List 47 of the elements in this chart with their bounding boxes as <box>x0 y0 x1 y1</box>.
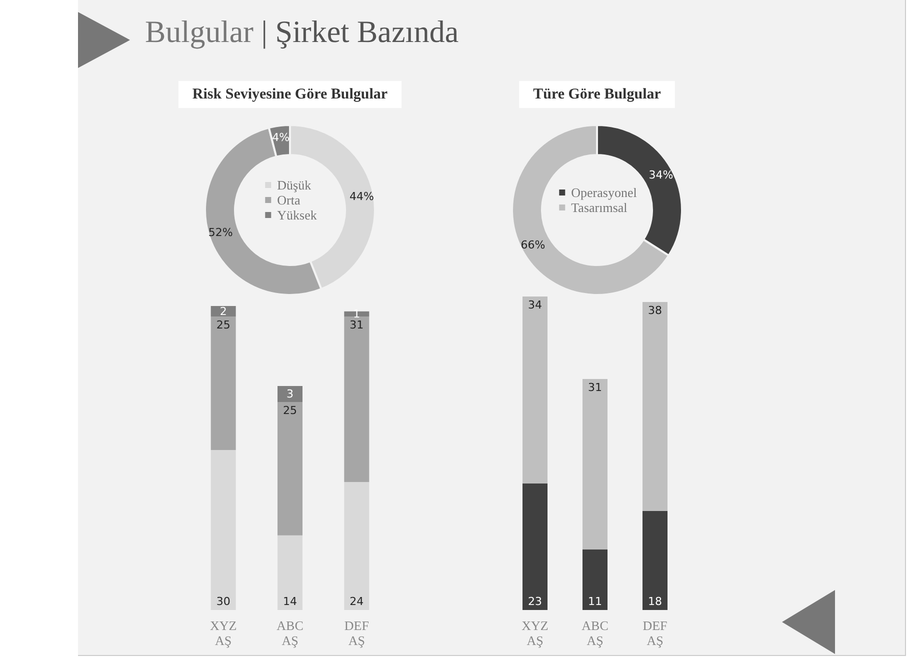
data-label: 25 <box>283 404 297 417</box>
data-label: 25 <box>216 318 230 332</box>
data-label: 11 <box>588 595 602 608</box>
data-label: 38 <box>648 304 662 317</box>
bar <box>582 379 608 550</box>
data-label: 4% <box>272 131 290 144</box>
bar <box>344 482 370 610</box>
x-tick-label: DEF AŞ <box>642 618 668 648</box>
x-tick-label: ABC AŞ <box>582 618 608 648</box>
data-label: 18 <box>648 595 662 608</box>
text: Bulgular | Şirket Bazında <box>145 14 459 50</box>
x-tick-label: XYZ AŞ <box>210 618 237 648</box>
data-label: 14 <box>283 595 297 608</box>
x-tick-label: DEF AŞ <box>344 618 369 648</box>
data-label: 2 <box>220 304 227 318</box>
bar <box>278 535 302 610</box>
bar <box>582 550 608 610</box>
data-label: 31 <box>588 381 602 394</box>
legend-label: Operasyonel <box>571 185 638 200</box>
chart-title: Risk Seviyesine Göre Bulgular <box>192 86 388 102</box>
data-label: 52% <box>208 226 233 240</box>
data-label: 34 <box>528 298 542 312</box>
data-label: 31 <box>350 318 364 332</box>
bar <box>642 511 668 610</box>
data-label: 66% <box>520 238 546 252</box>
chart-title: Türe Göre Bulgular <box>533 86 662 102</box>
bar <box>522 484 548 610</box>
bar <box>210 316 236 450</box>
data-label: 30 <box>216 595 230 608</box>
bar <box>278 386 302 402</box>
legend-label: Yüksek <box>277 208 318 222</box>
bar <box>278 402 302 536</box>
x-tick-label: XYZ AŞ <box>522 618 548 648</box>
legend-label: Orta <box>277 192 300 208</box>
x-tick-label: ABC AŞ <box>276 618 304 648</box>
data-label: 24 <box>350 595 364 608</box>
bar <box>344 316 370 482</box>
data-label: 44% <box>349 190 374 203</box>
legend-label: Düşük <box>277 178 312 192</box>
legend-label: Tasarımsal <box>571 200 628 215</box>
bar <box>642 302 668 511</box>
bar <box>210 450 236 610</box>
bar <box>522 296 548 484</box>
data-label: 34% <box>648 168 674 182</box>
data-label: 1 <box>353 308 360 320</box>
data-label: 3 <box>286 388 294 400</box>
data-label: 23 <box>528 595 542 608</box>
